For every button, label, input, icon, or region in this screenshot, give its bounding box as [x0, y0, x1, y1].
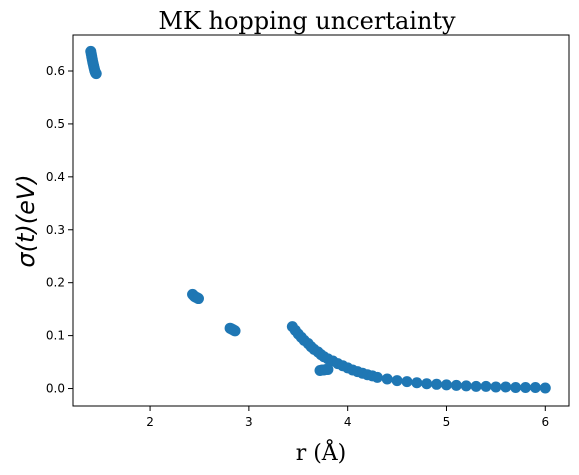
data-point [490, 381, 502, 393]
data-point [421, 378, 433, 390]
data-point [371, 371, 383, 383]
plot-frame [72, 34, 570, 407]
data-point [322, 363, 334, 375]
data-point [381, 373, 393, 385]
x-axis-ticks: 2 3 4 5 6 [146, 406, 549, 429]
data-point [440, 379, 452, 391]
y-tick-label: 0.2 [46, 276, 65, 290]
data-point [411, 377, 423, 389]
data-point [539, 382, 551, 394]
x-tick-label: 6 [541, 415, 549, 429]
data-point [431, 378, 443, 390]
data-point [192, 293, 204, 305]
data-point [470, 380, 482, 392]
y-axis-ticks: 0.0 0.1 0.2 0.3 0.4 0.5 0.6 [46, 64, 73, 396]
data-point [460, 380, 472, 392]
x-tick-label: 4 [344, 415, 352, 429]
x-tick-label: 2 [146, 415, 154, 429]
data-point [450, 379, 462, 391]
data-point [500, 381, 512, 393]
x-tick-label: 5 [443, 415, 451, 429]
y-tick-label: 0.1 [46, 329, 65, 343]
y-tick-label: 0.4 [46, 170, 65, 184]
data-point [391, 375, 403, 387]
y-tick-label: 0.3 [46, 223, 65, 237]
x-axis-label: r (Å) [296, 438, 347, 466]
data-point [520, 381, 532, 393]
y-tick-label: 0.0 [46, 382, 65, 396]
y-tick-label: 0.6 [46, 64, 65, 78]
x-tick-label: 3 [245, 415, 253, 429]
data-point [529, 381, 541, 393]
chart-title: MK hopping uncertainty [158, 7, 456, 35]
data-point [401, 376, 413, 388]
data-points [85, 45, 551, 394]
data-point [229, 325, 241, 337]
y-tick-label: 0.5 [46, 117, 65, 131]
data-point [480, 380, 492, 392]
data-point [90, 68, 102, 80]
data-point [510, 381, 522, 393]
y-axis-label: σ(t)(eV) [12, 174, 40, 267]
